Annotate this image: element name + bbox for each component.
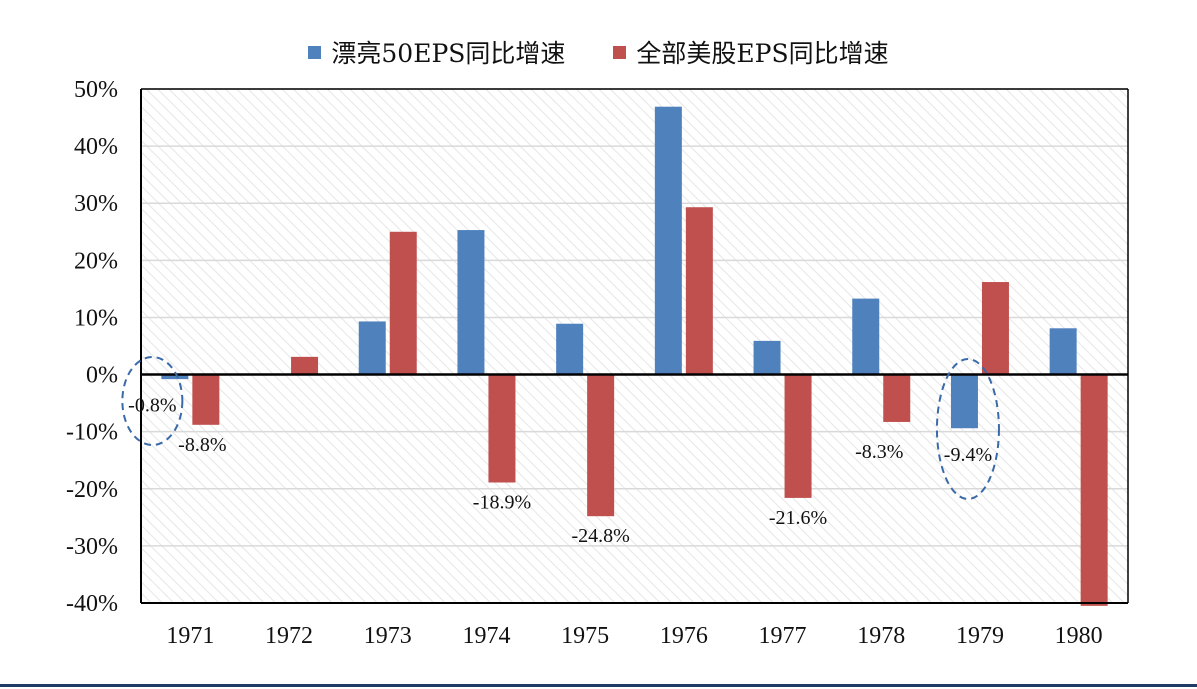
bar-all-us-1976 (685, 207, 713, 375)
y-tick-label: 50% (74, 77, 118, 103)
bar-pretty50-1979 (950, 374, 978, 429)
bar-pretty50-1973 (358, 321, 386, 375)
y-tick-label: -20% (66, 477, 118, 503)
bottom-rule (0, 684, 1197, 687)
y-tick-label: -30% (66, 534, 118, 560)
bar-all-us-1975 (587, 374, 615, 517)
legend-swatch-pretty50 (308, 45, 322, 59)
data-label: -24.8% (571, 525, 629, 547)
bar-pretty50-1971 (161, 374, 189, 380)
bar-all-us-1980 (1080, 374, 1108, 606)
legend-label-all-us: 全部美股EPS同比增速 (636, 39, 889, 68)
legend: 漂亮50EPS同比增速 全部美股EPS同比增速 (0, 34, 1197, 70)
legend-label-pretty50: 漂亮50EPS同比增速 (331, 39, 566, 68)
bar-pretty50-1975 (556, 323, 584, 375)
y-tick-label: 40% (74, 134, 118, 160)
legend-item-pretty50: 漂亮50EPS同比增速 (308, 34, 565, 70)
bar-all-us-1972 (291, 356, 319, 375)
x-tick-label: 1978 (857, 623, 905, 649)
plot-background (141, 89, 1128, 603)
x-tick-label: 1977 (759, 623, 807, 649)
x-tick-label: 1972 (265, 623, 313, 649)
bar-all-us-1974 (488, 374, 516, 483)
x-tick-label: 1975 (561, 623, 609, 649)
highlight-ellipse-1971 (121, 356, 184, 446)
data-label: -18.9% (473, 491, 531, 513)
x-tick-label: 1980 (1055, 623, 1103, 649)
x-tick-label: 1979 (956, 623, 1004, 649)
y-tick-label: 30% (74, 191, 118, 217)
y-tick-label: -10% (66, 420, 118, 446)
data-label: -8.8% (178, 434, 226, 456)
y-tick-label: 20% (74, 248, 118, 274)
bar-pretty50-1976 (654, 106, 682, 375)
y-tick-label: 10% (74, 305, 118, 331)
legend-item-all-us: 全部美股EPS同比增速 (613, 34, 889, 70)
bar-pretty50-1980 (1049, 328, 1077, 375)
x-tick-label: 1971 (166, 623, 214, 649)
bar-pretty50-1977 (753, 340, 781, 375)
x-tick-label: 1976 (660, 623, 708, 649)
data-label: -9.4% (944, 444, 992, 466)
highlight-ellipse-1979 (935, 358, 1000, 500)
bar-all-us-1978 (883, 374, 911, 422)
bar-all-us-1971 (192, 374, 220, 425)
bar-all-us-1973 (389, 231, 417, 375)
x-tick-label: 1974 (462, 623, 510, 649)
data-label: -8.3% (855, 441, 903, 463)
y-tick-label: 0% (86, 363, 118, 389)
y-tick-label: -40% (66, 591, 118, 617)
legend-swatch-all-us (613, 45, 627, 59)
data-label: -21.6% (769, 507, 827, 529)
bar-pretty50-1974 (457, 230, 485, 375)
bar-all-us-1979 (981, 282, 1009, 375)
bar-pretty50-1978 (852, 298, 880, 375)
x-tick-label: 1973 (364, 623, 412, 649)
bar-all-us-1977 (784, 374, 812, 498)
data-label: -0.8% (128, 395, 176, 417)
